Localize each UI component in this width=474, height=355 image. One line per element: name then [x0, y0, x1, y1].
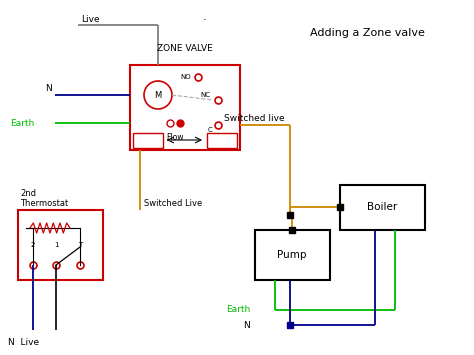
Text: C: C — [208, 127, 213, 133]
Text: M: M — [155, 91, 162, 99]
Text: 2: 2 — [31, 242, 35, 248]
Bar — [18, 210, 103, 280]
Text: 1: 1 — [54, 242, 58, 248]
Text: Flow: Flow — [166, 133, 184, 142]
Text: NO: NO — [180, 74, 191, 80]
Text: ZONE VALVE: ZONE VALVE — [157, 44, 213, 53]
Text: Switched Live: Switched Live — [144, 199, 202, 208]
Text: Switched live: Switched live — [224, 114, 285, 123]
Bar — [255, 230, 330, 280]
Text: T: T — [78, 242, 82, 248]
Bar — [133, 133, 163, 148]
Text: N: N — [243, 321, 250, 329]
Text: NC: NC — [200, 92, 210, 98]
Text: N  Live: N Live — [8, 338, 39, 347]
Text: 2nd
Thermostat: 2nd Thermostat — [20, 189, 68, 208]
Text: Live: Live — [81, 15, 100, 24]
Text: Adding a Zone valve: Adding a Zone valve — [310, 28, 425, 38]
Text: Earth: Earth — [226, 306, 250, 315]
Bar — [340, 185, 425, 230]
Text: .: . — [203, 12, 207, 22]
Bar — [207, 133, 237, 148]
Text: N: N — [45, 84, 52, 93]
Text: Boiler: Boiler — [367, 202, 397, 212]
Text: Earth: Earth — [10, 119, 34, 127]
Bar — [130, 65, 240, 150]
Text: Pump: Pump — [277, 250, 307, 260]
